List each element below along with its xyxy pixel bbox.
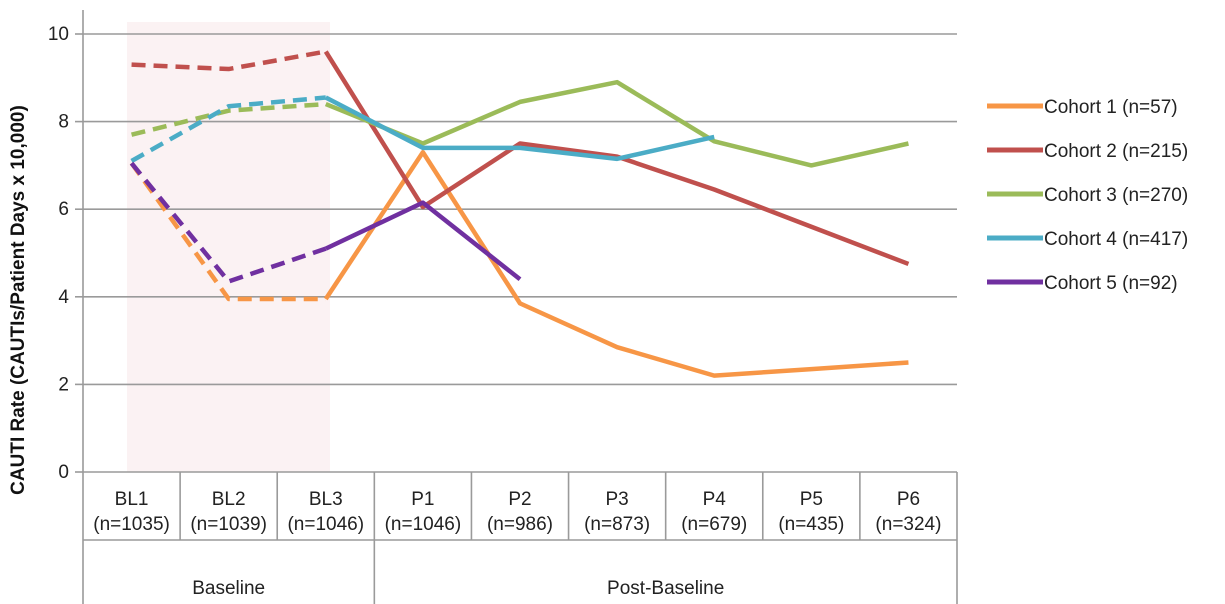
x-tick-sublabel: (n=873) (584, 514, 650, 535)
y-axis-label: CAUTI Rate (CAUTIs/Patient Days x 10,000… (8, 105, 29, 495)
x-tick-label: P3 (605, 489, 628, 510)
series-line-post-5 (324, 200, 522, 282)
legend-label: Cohort 4 (n=417) (1044, 229, 1188, 250)
baseline-shade (127, 22, 330, 472)
x-tick-sublabel: (n=1046) (287, 514, 364, 535)
series-line-post-4 (324, 95, 715, 162)
x-tick-sublabel: (n=435) (778, 514, 844, 535)
legend-label: Cohort 3 (n=270) (1044, 185, 1188, 206)
x-tick-sublabel: (n=1035) (93, 514, 170, 535)
x-tick-label: P4 (703, 489, 727, 510)
series-line-baseline-2 (131, 49, 327, 72)
x-tick-sublabel: (n=679) (681, 514, 747, 535)
legend-label: Cohort 1 (n=57) (1044, 97, 1178, 118)
y-axis-ticks: 0 2 4 6 8 10 (48, 24, 83, 483)
legend-label: Cohort 2 (n=215) (1044, 141, 1188, 162)
legend-label: Cohort 5 (n=92) (1044, 273, 1178, 294)
x-tick-sublabel: (n=986) (487, 514, 553, 535)
x-tick-label: BL2 (212, 489, 246, 510)
x-tick-label: P2 (508, 489, 531, 510)
axes (82, 10, 958, 604)
x-tick-label: P5 (800, 489, 823, 510)
group-label: Baseline (192, 578, 265, 599)
series-line-baseline-1 (129, 161, 326, 302)
y-tick-label: 0 (58, 462, 69, 483)
series-lines (129, 49, 910, 378)
x-tick-sublabel: (n=324) (875, 514, 941, 535)
y-tick-label: 2 (58, 374, 69, 395)
y-tick-label: 6 (58, 199, 69, 220)
series-line-post-3 (324, 79, 909, 168)
x-tick-label: BL3 (309, 489, 343, 510)
group-label: Post-Baseline (607, 578, 724, 599)
x-tick-sublabel: (n=1046) (385, 514, 462, 535)
series-line-post-1 (323, 150, 909, 378)
series-line-baseline-4 (130, 95, 326, 163)
series-line-baseline-5 (129, 161, 327, 284)
y-tick-label: 8 (58, 112, 69, 133)
x-tick-label: P6 (897, 489, 920, 510)
y-tick-label: 4 (58, 287, 69, 308)
x-tick-label: BL1 (115, 489, 149, 510)
y-tick-label: 10 (48, 24, 69, 45)
x-tick-sublabel: (n=1039) (190, 514, 267, 535)
legend: Cohort 1 (n=57) Cohort 2 (n=215) Cohort 3 … (987, 97, 1188, 294)
x-tick-label: P1 (411, 489, 434, 510)
series-line-baseline-3 (131, 101, 326, 137)
x-axis-categories: BL1 (n=1035) BL2 (n=1039) BL3 (n=1046) P1 (n=10… (93, 489, 941, 535)
x-axis-groups: Baseline Post-Baseline (192, 578, 724, 599)
